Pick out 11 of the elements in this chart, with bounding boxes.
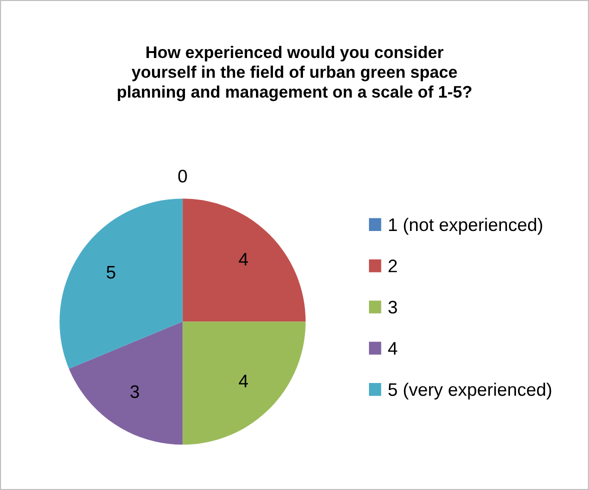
legend-label: 3	[388, 300, 397, 314]
data-label: 4	[238, 374, 248, 388]
legend-label: 2	[388, 260, 397, 272]
chart-title: How experienced would you consider yourself in the field of urban green space planning and management on a scale of 1-5?	[118, 46, 472, 102]
data-label: 5	[106, 266, 116, 279]
legend-label: 4	[388, 342, 398, 355]
legend-label: 5 (very experienced)	[388, 382, 552, 400]
text: 0	[178, 170, 187, 183]
legend-label: 1 (not experienced)	[389, 218, 542, 235]
data-label: 3	[130, 385, 139, 398]
data-label: 4	[238, 252, 248, 266]
